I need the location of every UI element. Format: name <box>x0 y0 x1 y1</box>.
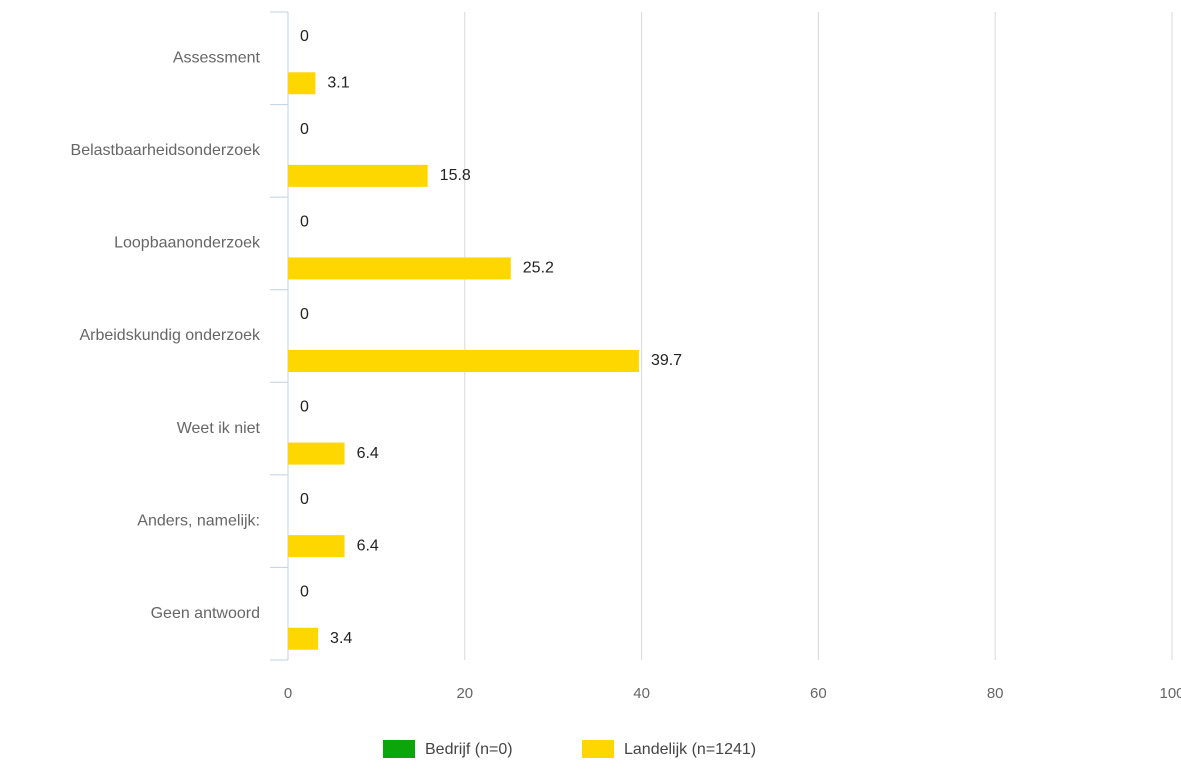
data-label: 25.2 <box>523 260 554 277</box>
x-tick-label: 40 <box>633 685 650 702</box>
legend-label: Landelijk (n=1241) <box>624 741 756 758</box>
bar <box>288 257 511 280</box>
gridlines <box>464 12 1173 660</box>
category-label: Assessment <box>173 50 261 67</box>
category-label: Geen antwoord <box>151 605 260 622</box>
category-label: Loopbaanonderzoek <box>114 235 261 252</box>
category-labels: Assessment Belastbaarheidsonderzoek Loopba… <box>71 50 261 622</box>
legend-swatch <box>582 740 614 758</box>
data-label: 0 <box>300 121 309 138</box>
bars: 0 0 0 0 0 0 0 3.1 15.8 25.2 39.7 6.4 6.4 3.4 <box>288 28 682 650</box>
x-tick-label: 80 <box>987 685 1004 702</box>
bar <box>288 164 428 187</box>
data-label: 6.4 <box>357 445 379 462</box>
legend: Bedrijf (n=0) Landelijk (n=1241) <box>383 740 756 758</box>
category-label: Weet ik niet <box>177 420 261 437</box>
category-label: Belastbaarheidsonderzoek <box>71 142 261 159</box>
bar <box>288 535 345 558</box>
x-tick-labels: 0 20 40 60 80 100 <box>284 685 1181 702</box>
category-label: Anders, namelijk: <box>137 512 260 529</box>
data-label: 3.4 <box>330 630 352 647</box>
data-label: 39.7 <box>651 352 682 369</box>
data-label: 15.8 <box>440 167 471 184</box>
data-label: 0 <box>300 28 309 45</box>
data-label: 0 <box>300 306 309 323</box>
x-tick-label: 60 <box>810 685 827 702</box>
data-label: 0 <box>300 584 309 601</box>
category-label: Arbeidskundig onderzoek <box>79 327 261 344</box>
legend-swatch <box>383 740 415 758</box>
x-tick-label: 20 <box>456 685 473 702</box>
data-label: 0 <box>300 213 309 230</box>
category-axis <box>270 11 289 661</box>
data-label: 3.1 <box>327 74 349 91</box>
bar <box>288 442 345 465</box>
data-label: 6.4 <box>357 537 379 554</box>
bar <box>288 72 316 95</box>
x-tick-label: 100 <box>1159 685 1181 702</box>
data-label: 0 <box>300 491 309 508</box>
data-label: 0 <box>300 398 309 415</box>
x-tick-label: 0 <box>284 685 292 702</box>
bar <box>288 627 319 650</box>
bar <box>288 349 639 372</box>
legend-label: Bedrijf (n=0) <box>425 741 513 758</box>
